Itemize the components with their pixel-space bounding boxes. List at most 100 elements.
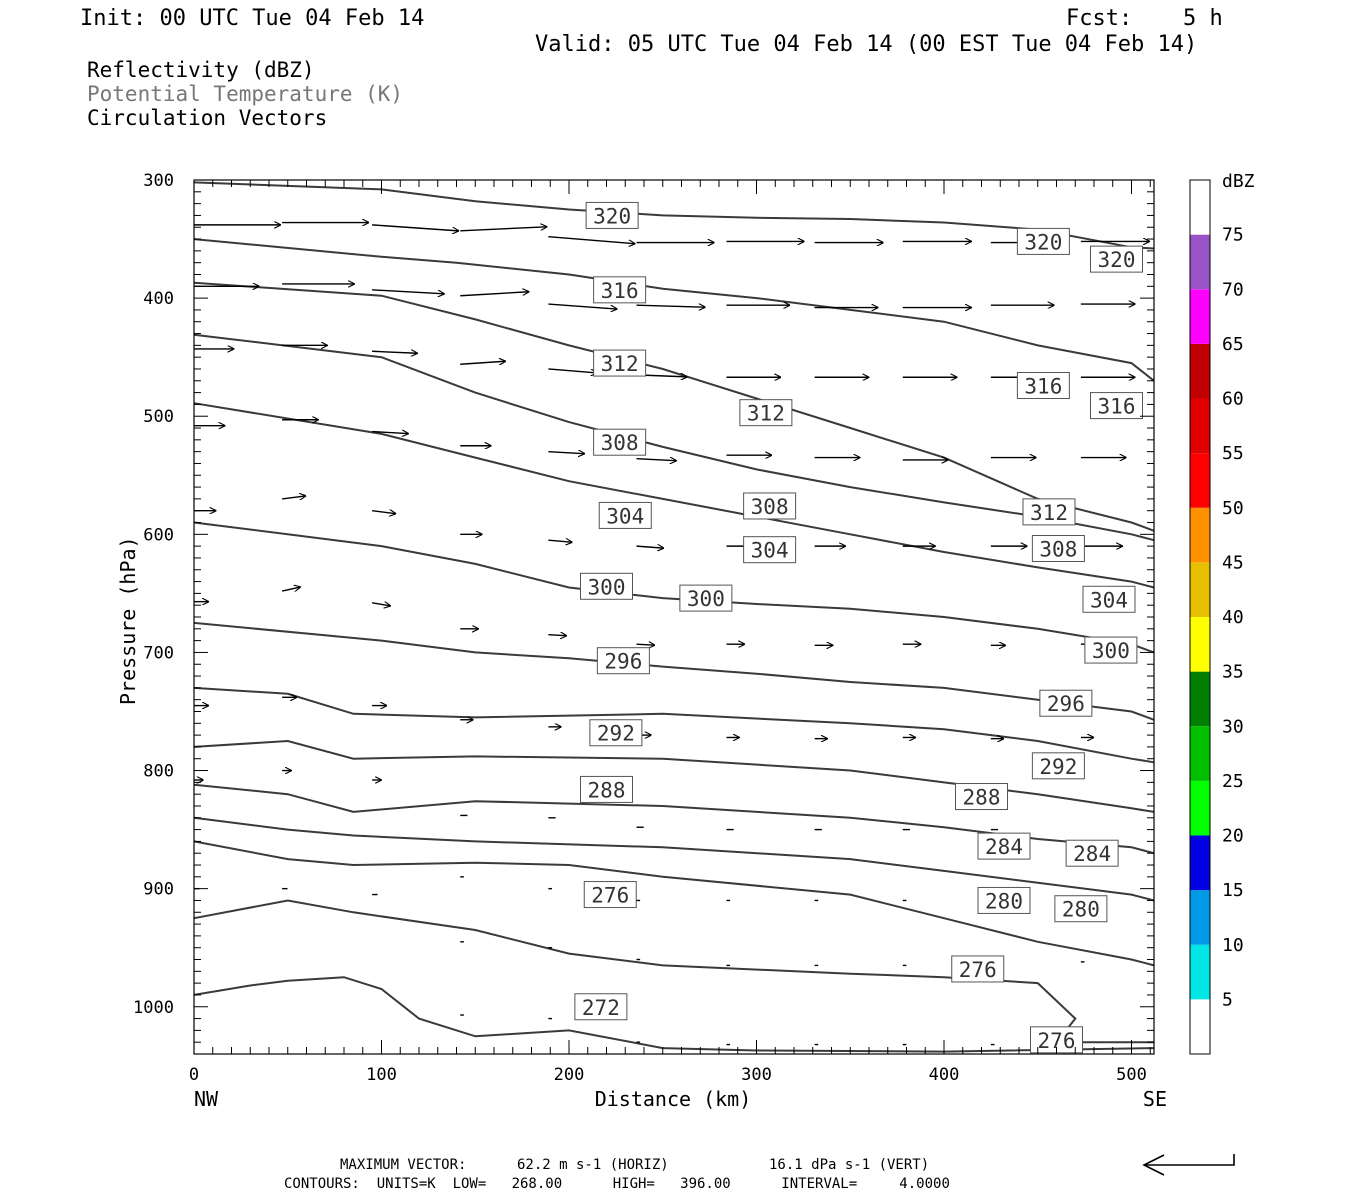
colorbar-level-label: 30 xyxy=(1222,716,1244,737)
contour-label: 300 xyxy=(1092,639,1130,663)
contour-label-box xyxy=(977,832,1031,860)
colorbar-swatch xyxy=(1190,180,1210,235)
contour-label-box xyxy=(955,783,1008,811)
contour-label: 304 xyxy=(1090,588,1128,612)
wind-vector xyxy=(548,303,616,309)
x-tick-label: 100 xyxy=(366,1065,397,1085)
max-vector-horiz: 62.2 m s-1 (HORIZ) xyxy=(517,1157,669,1173)
field-reflectivity-label: Reflectivity (dBZ) xyxy=(87,58,315,82)
colorbar-level-label: 70 xyxy=(1222,279,1244,300)
theta-contour-316 xyxy=(193,281,1155,532)
colorbar-swatch xyxy=(1190,944,1210,1000)
y-tick-label: 500 xyxy=(143,407,174,427)
contour-label: 276 xyxy=(591,884,629,908)
y-tick-label: 300 xyxy=(143,171,174,191)
wind-vector xyxy=(372,289,444,294)
colorbar-level-label: 55 xyxy=(1222,443,1244,464)
contour-label-box xyxy=(1031,534,1085,562)
y-tick-label: 400 xyxy=(143,289,174,309)
contour-label-box xyxy=(1031,752,1085,780)
contour-label-box xyxy=(1084,636,1138,664)
colorbar-swatch xyxy=(1190,289,1210,344)
colorbar-swatch xyxy=(1190,617,1210,672)
contour-label: 312 xyxy=(747,402,785,426)
contour-label-box xyxy=(598,501,652,529)
contour-label: 276 xyxy=(959,958,997,982)
field-theta-label: Potential Temperature (K) xyxy=(87,82,404,106)
contour-label: 300 xyxy=(687,587,725,611)
contour-label-box xyxy=(1054,895,1108,923)
y-tick-label: 1000 xyxy=(133,998,174,1018)
colorbar-level-label: 5 xyxy=(1222,989,1233,1010)
contour-label: 304 xyxy=(751,539,789,563)
theta-contour-304 xyxy=(193,521,1155,654)
x-tick-label: 500 xyxy=(1116,1065,1147,1085)
colorbar-swatch xyxy=(1190,343,1210,399)
colorbar-level-label: 10 xyxy=(1222,935,1244,956)
contour-label-box xyxy=(1090,245,1143,273)
contour-label-box xyxy=(593,428,647,456)
x-end-label-nw: NW xyxy=(194,1087,219,1111)
contour-label-box xyxy=(574,993,628,1021)
theta-contour-296 xyxy=(193,686,1155,764)
theta-contour-300 xyxy=(193,621,1155,721)
contour-label: 304 xyxy=(606,504,644,528)
contour-label: 320 xyxy=(1098,248,1136,272)
theta-contour-276 xyxy=(193,899,1154,1044)
colorbar-level-label: 15 xyxy=(1222,880,1244,901)
theta-contour-272 xyxy=(193,976,1155,1053)
contour-label: 284 xyxy=(985,835,1023,859)
contour-label-box xyxy=(743,492,797,520)
contour-label-box xyxy=(580,572,633,600)
colorbar-frame xyxy=(1189,179,1211,1055)
wind-vector xyxy=(636,459,677,461)
contour-label-box xyxy=(585,201,639,229)
contour-label: 320 xyxy=(593,204,631,228)
x-tick-label: 300 xyxy=(741,1065,772,1085)
colorbar-level-label: 65 xyxy=(1222,334,1244,355)
contour-label: 316 xyxy=(1024,375,1062,399)
wind-vector xyxy=(548,235,634,244)
contour-label-box xyxy=(580,775,633,803)
max-vector-label: MAXIMUM VECTOR: xyxy=(340,1157,467,1173)
forecast-hours: 5 h xyxy=(1183,6,1223,31)
y-axis-title: Pressure (hPa) xyxy=(116,536,140,705)
wind-vector xyxy=(548,540,571,542)
contour-label-box xyxy=(1039,689,1093,717)
contour-label: 308 xyxy=(751,495,789,519)
colorbar-swatch xyxy=(1190,671,1210,727)
reference-vector xyxy=(1142,1154,1235,1176)
theta-contour-308 xyxy=(193,402,1155,589)
y-tick-label: 900 xyxy=(143,880,174,900)
wind-vector xyxy=(636,546,664,548)
colorbar-swatch xyxy=(1190,562,1210,617)
contour-label-box xyxy=(1065,839,1119,867)
contour-label-box xyxy=(583,881,637,909)
contour-label-box xyxy=(743,536,797,564)
colorbar-level-label: 20 xyxy=(1222,826,1244,847)
colorbar-swatch xyxy=(1190,999,1210,1054)
colorbar-level-label: 75 xyxy=(1222,225,1244,246)
wind-vector xyxy=(548,368,597,373)
colorbar-level-label: 35 xyxy=(1222,662,1244,683)
colorbar-swatch xyxy=(1190,398,1210,454)
contour-label-box xyxy=(1090,392,1143,420)
contour-label-box xyxy=(1016,227,1070,255)
colorbar-level-label: 60 xyxy=(1222,389,1244,410)
contour-label: 288 xyxy=(963,786,1001,810)
contour-label: 292 xyxy=(597,722,635,746)
contour-label: 316 xyxy=(601,279,639,303)
wind-vector xyxy=(372,432,408,434)
wind-vector xyxy=(372,511,395,514)
colorbar-swatch xyxy=(1190,890,1210,945)
valid-time: Valid: 05 UTC Tue 04 Feb 14 (00 EST Tue … xyxy=(535,32,1198,57)
max-vector-vert: 16.1 dPa s-1 (VERT) xyxy=(769,1157,930,1173)
colorbar-swatch xyxy=(1190,234,1210,290)
colorbar-level-label: 25 xyxy=(1222,771,1244,792)
theta-contour-320 xyxy=(193,238,1155,382)
contour-label: 300 xyxy=(588,575,626,599)
contour-label-box xyxy=(589,719,643,747)
wind-vector xyxy=(281,587,300,591)
colorbar-level-label: 45 xyxy=(1222,552,1244,573)
y-tick-label: 800 xyxy=(143,762,174,782)
